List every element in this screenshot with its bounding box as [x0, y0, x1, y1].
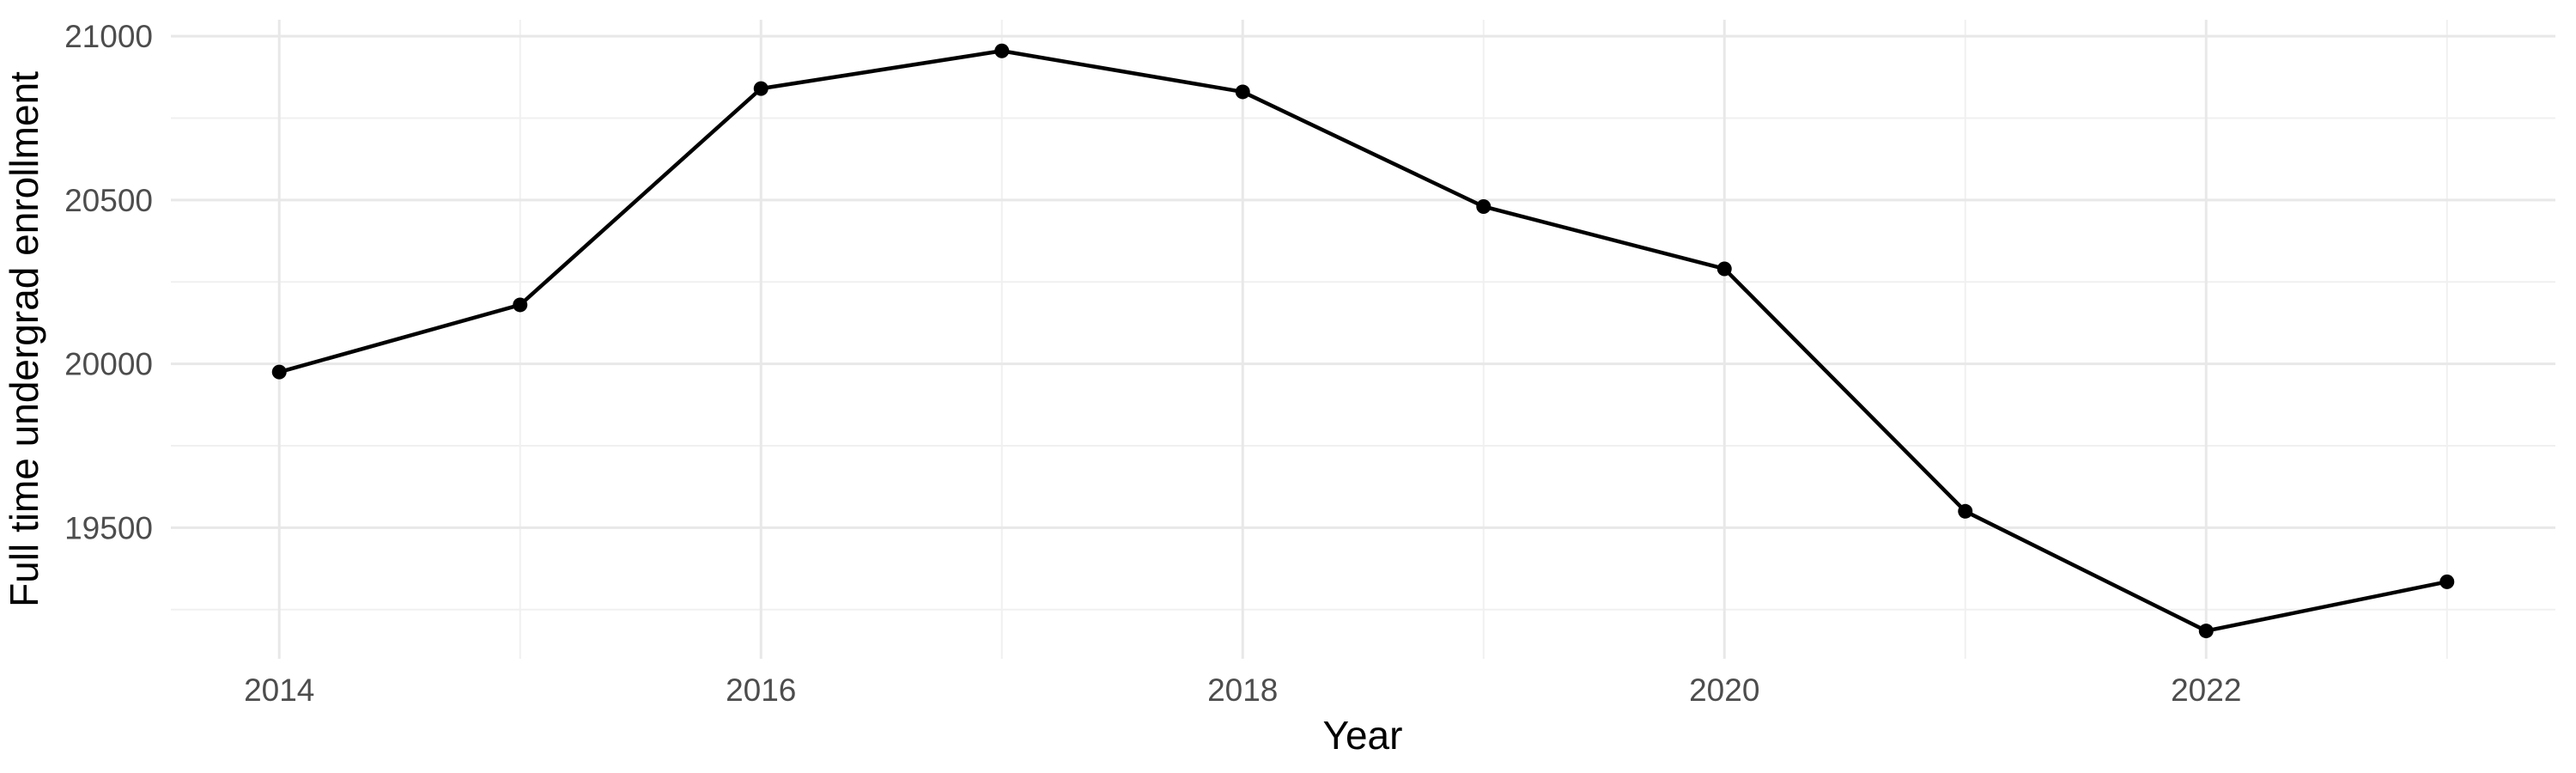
y-tick-label: 20000 [64, 347, 153, 382]
x-tick-label: 2018 [1207, 673, 1278, 708]
y-tick-label: 20500 [64, 183, 153, 218]
axis-tick-labels: 2014 2016 2018 2020 2022 19500 20000 20500 21000 [64, 19, 2241, 708]
data-point [513, 297, 528, 313]
data-series [271, 43, 2455, 639]
data-point [753, 81, 769, 96]
data-point [994, 43, 1010, 58]
data-point [1716, 261, 1732, 277]
x-tick-label: 2022 [2171, 673, 2241, 708]
major-gridlines [171, 20, 2555, 659]
data-point [1476, 198, 1492, 214]
x-tick-label: 2020 [1689, 673, 1759, 708]
data-point [2439, 574, 2455, 589]
trend-line [278, 48, 2448, 633]
data-point [1235, 84, 1250, 100]
data-point [1958, 503, 1973, 519]
x-axis-title: Year [1323, 713, 1403, 758]
data-point [271, 364, 287, 380]
y-tick-label: 21000 [64, 19, 153, 54]
y-tick-label: 19500 [64, 510, 153, 545]
x-tick-label: 2016 [726, 673, 796, 708]
y-axis-title: Full time undergrad enrollment [2, 71, 46, 607]
data-point [2198, 624, 2214, 639]
x-tick-label: 2014 [244, 673, 314, 708]
minor-gridlines [171, 20, 2555, 659]
